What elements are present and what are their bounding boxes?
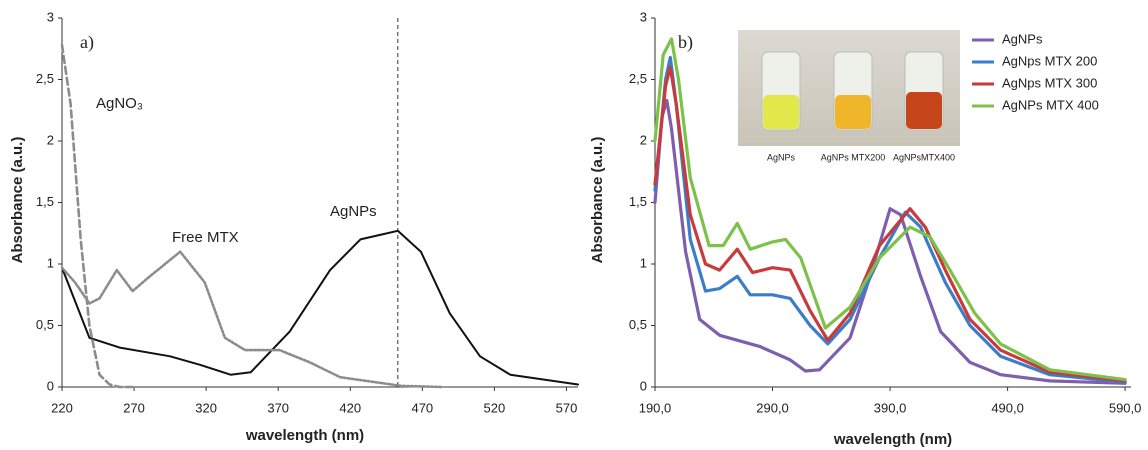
x-tick-label: 190,0 [639, 400, 672, 415]
x-tick-label: 490,0 [991, 400, 1024, 415]
x-tick-label: 320 [195, 400, 217, 415]
annotation: b) [678, 32, 693, 53]
y-tick-label: 0,5 [629, 317, 647, 332]
x-axis-title: wavelength (nm) [245, 427, 364, 444]
annotation: Free MTX [172, 229, 239, 246]
legend-label: AgNps MTX 300 [1002, 75, 1097, 90]
x-tick-label: 570 [556, 400, 578, 415]
annotation: AgNO₃ [96, 95, 143, 112]
y-axis-title: Absorbance (a.u.) [589, 137, 606, 264]
inset-photo [738, 30, 960, 146]
y-tick-label: 3 [47, 9, 54, 24]
x-tick-label: 520 [484, 400, 506, 415]
y-tick-label: 1,5 [36, 194, 54, 209]
x-tick-label: 370 [267, 400, 289, 415]
data-line [61, 229, 579, 386]
y-tick-label: 2,5 [629, 71, 647, 86]
data-line [60, 250, 443, 389]
legend-label: AgNPs MTX 400 [1002, 97, 1099, 112]
x-tick-label: 390,0 [874, 400, 907, 415]
legend-label: AgNPs [1002, 31, 1043, 46]
legend-label: AgNps MTX 200 [1002, 53, 1097, 68]
y-tick-label: 2,5 [36, 71, 54, 86]
x-tick-label: 220 [51, 400, 73, 415]
inset-label: AgNPsMTX400 [893, 152, 955, 162]
x-tick-label: 290,0 [756, 400, 789, 415]
y-tick-label: 1,5 [629, 194, 647, 209]
x-axis-title: wavelength (nm) [833, 431, 952, 448]
data-line [653, 65, 1127, 383]
annotation: AgNPs [330, 203, 377, 220]
y-tick-label: 2 [47, 132, 54, 147]
y-tick-label: 0 [47, 378, 54, 393]
data-line [60, 43, 136, 389]
y-tick-label: 1 [640, 255, 647, 270]
x-tick-label: 470 [411, 400, 433, 415]
y-tick-label: 1 [47, 255, 54, 270]
data-line [653, 98, 1127, 385]
y-tick-label: 0,5 [36, 317, 54, 332]
annotation: a) [80, 32, 94, 53]
y-axis-title: Absorbance (a.u.) [9, 137, 26, 264]
y-tick-label: 2 [640, 132, 647, 147]
data-line [653, 37, 1127, 382]
x-tick-label: 270 [123, 400, 145, 415]
x-tick-label: 420 [339, 400, 361, 415]
x-tick-label: 590,0 [1109, 400, 1142, 415]
y-tick-label: 0 [640, 378, 647, 393]
y-tick-label: 3 [640, 9, 647, 24]
inset-label: AgNPs MTX200 [821, 152, 886, 162]
inset-label: AgNPs [767, 152, 796, 162]
